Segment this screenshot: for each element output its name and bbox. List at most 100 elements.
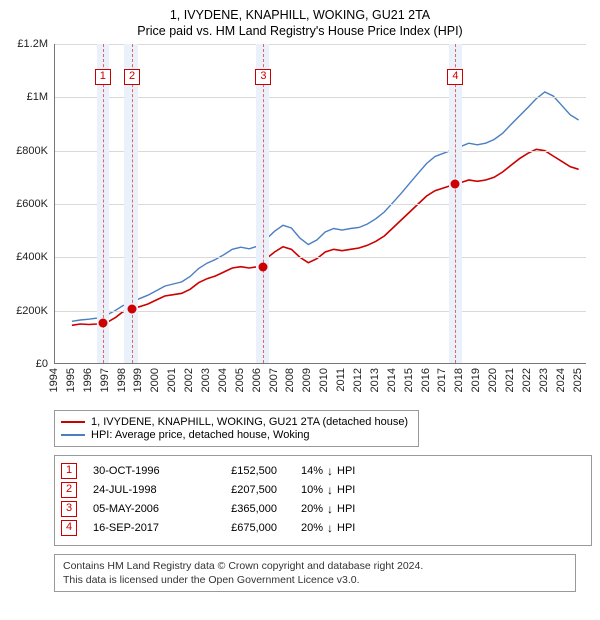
x-tick-label: 1996 xyxy=(82,368,94,392)
arrow-down-icon: ↓ xyxy=(327,521,333,535)
y-tick-label: £0 xyxy=(36,358,48,370)
x-tick-label: 1995 xyxy=(65,368,77,392)
transaction-badge: 4 xyxy=(61,520,77,536)
event-vline xyxy=(132,44,133,363)
x-tick-label: 2022 xyxy=(521,368,533,392)
transaction-row: 1 30-OCT-1996 £152,500 14% ↓ HPI xyxy=(61,463,581,479)
x-tick-label: 2002 xyxy=(183,368,195,392)
legend-row: 1, IVYDENE, KNAPHILL, WOKING, GU21 2TA (… xyxy=(61,416,408,428)
x-tick-label: 2006 xyxy=(251,368,263,392)
x-tick-label: 2012 xyxy=(352,368,364,392)
x-tick-label: 2011 xyxy=(335,368,347,392)
x-tick-label: 2003 xyxy=(200,368,212,392)
transaction-row: 2 24-JUL-1998 £207,500 10% ↓ HPI xyxy=(61,482,581,498)
transaction-price: £365,000 xyxy=(207,503,297,515)
x-tick-label: 2005 xyxy=(234,368,246,392)
x-tick-label: 2004 xyxy=(217,368,229,392)
page: 1, IVYDENE, KNAPHILL, WOKING, GU21 2TA P… xyxy=(0,0,600,600)
transaction-delta: 14% ↓ HPI xyxy=(301,464,355,478)
transaction-marker xyxy=(128,304,137,313)
x-axis-labels: 1994199519961997199819992000200120022003… xyxy=(54,366,586,404)
transaction-marker xyxy=(98,319,107,328)
x-tick-label: 2008 xyxy=(284,368,296,392)
y-axis-labels: £0£200K£400K£600K£800K£1M£1.2M xyxy=(8,44,52,364)
arrow-down-icon: ↓ xyxy=(327,502,333,516)
transaction-marker xyxy=(259,262,268,271)
transaction-date: 30-OCT-1996 xyxy=(93,465,203,477)
x-tick-label: 2021 xyxy=(504,368,516,392)
legend-swatch xyxy=(61,421,85,423)
transaction-price: £152,500 xyxy=(207,465,297,477)
event-vline xyxy=(103,44,104,363)
delta-vs: HPI xyxy=(337,503,355,515)
delta-vs: HPI xyxy=(337,465,355,477)
x-tick-label: 2016 xyxy=(420,368,432,392)
transaction-date: 24-JUL-1998 xyxy=(93,484,203,496)
delta-vs: HPI xyxy=(337,522,355,534)
delta-pct: 10% xyxy=(301,484,323,496)
x-tick-label: 1997 xyxy=(99,368,111,392)
transaction-delta: 10% ↓ HPI xyxy=(301,483,355,497)
x-tick-label: 2014 xyxy=(386,368,398,392)
x-tick-label: 2015 xyxy=(403,368,415,392)
transaction-date: 05-MAY-2006 xyxy=(93,503,203,515)
callout-badge: 2 xyxy=(124,69,140,85)
x-tick-label: 2019 xyxy=(470,368,482,392)
series-hpi xyxy=(72,92,579,321)
arrow-down-icon: ↓ xyxy=(327,483,333,497)
legend-row: HPI: Average price, detached house, Woki… xyxy=(61,429,408,441)
x-tick-label: 2020 xyxy=(487,368,499,392)
x-tick-label: 2010 xyxy=(318,368,330,392)
callout-badge: 4 xyxy=(447,69,463,85)
legend-label: 1, IVYDENE, KNAPHILL, WOKING, GU21 2TA (… xyxy=(91,416,408,428)
x-tick-label: 1999 xyxy=(132,368,144,392)
legend-swatch xyxy=(61,434,85,436)
x-tick-label: 2001 xyxy=(166,368,178,392)
transaction-delta: 20% ↓ HPI xyxy=(301,502,355,516)
x-tick-label: 2000 xyxy=(149,368,161,392)
x-tick-label: 1994 xyxy=(48,368,60,392)
transaction-price: £675,000 xyxy=(207,522,297,534)
y-tick-label: £400K xyxy=(16,251,48,263)
transaction-row: 4 16-SEP-2017 £675,000 20% ↓ HPI xyxy=(61,520,581,536)
event-band xyxy=(124,44,138,363)
x-tick-label: 2007 xyxy=(268,368,280,392)
plot-area: 12 3 4 xyxy=(54,44,586,364)
x-tick-label: 2017 xyxy=(436,368,448,392)
chart: £0£200K£400K£600K£800K£1M£1.2M 1234 1994… xyxy=(8,44,592,404)
delta-pct: 20% xyxy=(301,503,323,515)
transactions-table: 1 30-OCT-1996 £152,500 14% ↓ HPI 2 24-JUL-199… xyxy=(54,455,592,546)
y-tick-label: £800K xyxy=(16,145,48,157)
transaction-price: £207,500 xyxy=(207,484,297,496)
x-tick-label: 1998 xyxy=(116,368,128,392)
x-tick-label: 2025 xyxy=(572,368,584,392)
transaction-badge: 1 xyxy=(61,463,77,479)
arrow-down-icon: ↓ xyxy=(327,464,333,478)
transaction-date: 16-SEP-2017 xyxy=(93,522,203,534)
page-title: 1, IVYDENE, KNAPHILL, WOKING, GU21 2TA xyxy=(8,8,592,22)
transaction-marker xyxy=(451,180,460,189)
transaction-row: 3 05-MAY-2006 £365,000 20% ↓ HPI xyxy=(61,501,581,517)
footer: Contains HM Land Registry data © Crown c… xyxy=(54,554,576,592)
delta-vs: HPI xyxy=(337,484,355,496)
transaction-badge: 2 xyxy=(61,482,77,498)
y-tick-label: £1.2M xyxy=(17,38,48,50)
page-subtitle: Price paid vs. HM Land Registry's House … xyxy=(8,24,592,38)
y-tick-label: £1M xyxy=(27,91,48,103)
transaction-delta: 20% ↓ HPI xyxy=(301,521,355,535)
callout-badge: 3 xyxy=(255,69,271,85)
delta-pct: 14% xyxy=(301,465,323,477)
x-tick-label: 2023 xyxy=(538,368,550,392)
callout-badge: 1 xyxy=(95,69,111,85)
x-tick-label: 2024 xyxy=(555,368,567,392)
event-vline xyxy=(263,44,264,363)
y-tick-label: £600K xyxy=(16,198,48,210)
series-price_paid xyxy=(72,149,579,325)
x-tick-label: 2013 xyxy=(369,368,381,392)
x-tick-label: 2009 xyxy=(301,368,313,392)
transaction-badge: 3 xyxy=(61,501,77,517)
legend: 1, IVYDENE, KNAPHILL, WOKING, GU21 2TA (… xyxy=(54,410,419,447)
event-vline xyxy=(455,44,456,363)
x-tick-label: 2018 xyxy=(453,368,465,392)
footer-line-2: This data is licensed under the Open Gov… xyxy=(63,573,567,587)
